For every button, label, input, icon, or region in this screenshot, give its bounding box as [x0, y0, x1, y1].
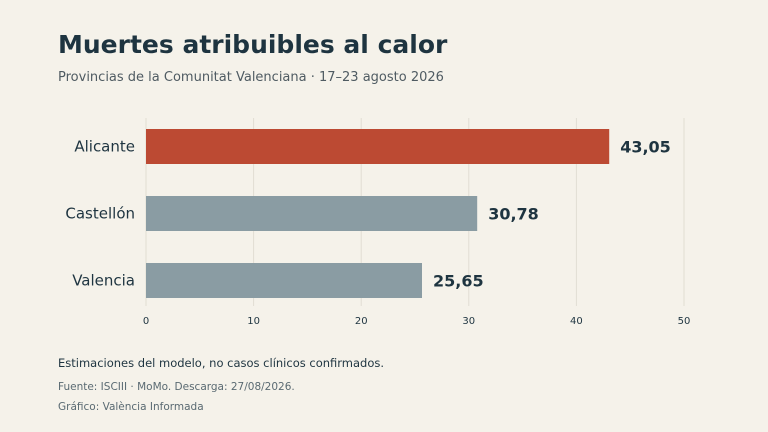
x-tick-label: 0	[143, 316, 149, 327]
bar	[146, 129, 610, 164]
x-tick-label: 50	[678, 316, 691, 327]
value-label: 43,05	[620, 138, 671, 157]
chart-note: Estimaciones del modelo, no casos clínic…	[58, 356, 385, 370]
x-tick-label: 40	[570, 316, 583, 327]
category-label: Alicante	[74, 138, 135, 156]
category-label: Castellón	[65, 205, 135, 223]
bar	[146, 196, 478, 231]
x-tick-label: 10	[247, 316, 260, 327]
bars	[146, 129, 610, 298]
value-label: 30,78	[488, 205, 539, 224]
chart-subtitle: Provincias de la Comunitat Valenciana · …	[58, 70, 444, 85]
source-line: Fuente: ISCIII · MoMo. Descarga: 27/08/2…	[58, 381, 295, 393]
x-tick-label: 20	[355, 316, 368, 327]
value-label: 25,65	[433, 272, 484, 291]
chart-title: Muertes atribuibles al calor	[58, 30, 448, 59]
x-tick-label: 30	[462, 316, 475, 327]
bar-chart: 0 10 20 30 40 50 Alicante 43,05 Castellón 30,78 Va…	[65, 118, 690, 328]
bar	[146, 263, 422, 298]
credit-line: Gráfico: València Informada	[58, 401, 204, 413]
labels: 0 10 20 30 40 50 Alicante 43,05 Castellón 30,78 Va…	[65, 138, 690, 328]
category-label: Valencia	[72, 272, 135, 290]
